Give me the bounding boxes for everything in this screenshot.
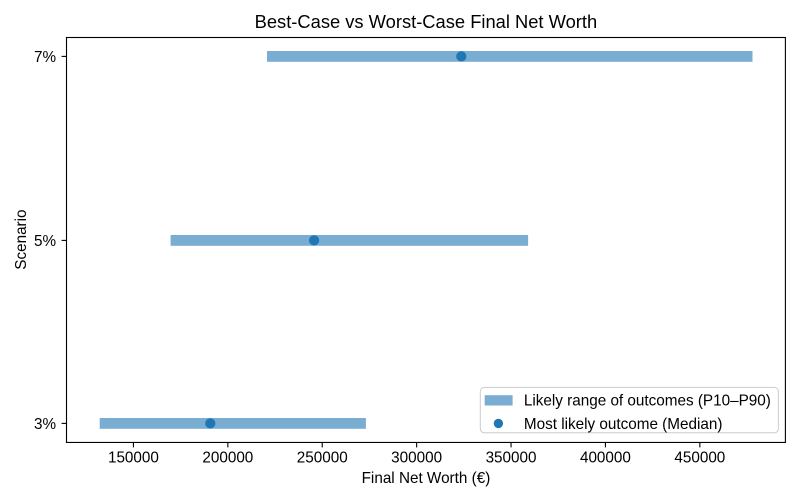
svg-text:450000: 450000 [674, 450, 725, 467]
svg-text:Scenario: Scenario [13, 209, 30, 269]
svg-text:Likely range of outcomes (P10–: Likely range of outcomes (P10–P90) [524, 393, 771, 410]
svg-text:Most likely outcome (Median): Most likely outcome (Median) [524, 416, 723, 433]
svg-text:400000: 400000 [580, 450, 631, 467]
svg-text:Final Net Worth (€): Final Net Worth (€) [362, 470, 491, 487]
svg-text:5%: 5% [34, 233, 56, 250]
svg-text:250000: 250000 [297, 450, 348, 467]
svg-text:150000: 150000 [108, 450, 159, 467]
svg-text:3%: 3% [34, 416, 56, 433]
svg-text:300000: 300000 [391, 450, 442, 467]
svg-text:Best-Case vs Worst-Case Final: Best-Case vs Worst-Case Final Net Worth [255, 11, 598, 32]
svg-text:7%: 7% [34, 49, 56, 66]
svg-text:350000: 350000 [486, 450, 537, 467]
svg-text:200000: 200000 [202, 450, 253, 467]
